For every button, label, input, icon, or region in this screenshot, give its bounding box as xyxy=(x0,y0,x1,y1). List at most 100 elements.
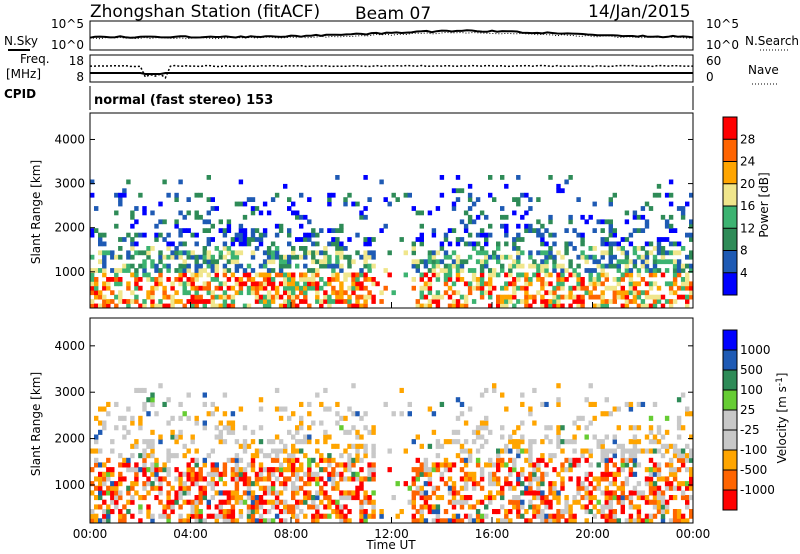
colorbar-swatch xyxy=(723,183,737,207)
range-time-cell xyxy=(608,246,613,251)
range-time-cell xyxy=(471,481,477,487)
range-time-cell xyxy=(250,509,256,515)
range-time-cell xyxy=(138,420,143,426)
range-time-cell xyxy=(162,290,167,296)
range-time-cell xyxy=(226,294,232,300)
range-time-cell xyxy=(363,254,368,260)
range-time-cell xyxy=(427,481,433,487)
range-time-cell xyxy=(548,490,553,496)
range-time-cell xyxy=(672,250,678,256)
range-time-cell xyxy=(431,272,437,278)
range-time-cell xyxy=(323,294,328,300)
range-time-cell xyxy=(246,462,252,468)
range-time-cell xyxy=(552,290,557,296)
range-time-cell xyxy=(102,250,107,256)
range-time-cell xyxy=(246,303,252,309)
range-time-cell xyxy=(94,290,99,296)
range-time-cell xyxy=(102,254,107,260)
range-time-cell xyxy=(343,201,348,207)
range-time-cell xyxy=(676,415,682,421)
range-time-cell xyxy=(520,263,525,269)
range-time-cell xyxy=(339,290,344,296)
range-time-cell xyxy=(278,268,284,273)
range-time-cell xyxy=(134,490,139,496)
range-time-cell xyxy=(186,448,191,454)
range-time-cell xyxy=(174,246,179,251)
range-time-cell xyxy=(548,499,553,505)
range-time-cell xyxy=(504,513,509,519)
range-time-cell xyxy=(415,467,420,473)
range-time-cell xyxy=(202,420,207,426)
range-time-cell xyxy=(295,471,300,477)
range-time-cell xyxy=(126,232,131,238)
range-time-cell xyxy=(222,518,228,524)
range-time-cell xyxy=(299,285,304,291)
range-time-cell xyxy=(407,192,412,198)
range-time-cell xyxy=(447,303,453,309)
range-time-cell xyxy=(379,509,384,515)
range-time-cell xyxy=(355,443,360,449)
range-time-cell xyxy=(548,504,553,510)
range-time-cell xyxy=(580,241,585,247)
range-time-cell xyxy=(315,513,320,519)
range-time-cell xyxy=(689,294,694,300)
range-time-cell xyxy=(371,462,376,468)
range-time-cell xyxy=(411,513,416,519)
range-time-cell xyxy=(331,268,336,273)
range-time-cell xyxy=(455,254,461,260)
range-time-cell xyxy=(142,303,147,309)
range-time-cell xyxy=(146,490,151,496)
range-time-cell xyxy=(624,476,630,482)
range-time-cell xyxy=(596,476,601,482)
range-time-cell xyxy=(274,406,280,412)
range-time-cell xyxy=(624,299,630,304)
range-time-cell xyxy=(182,303,187,309)
range-time-cell xyxy=(536,232,541,238)
range-time-cell xyxy=(202,401,207,407)
range-time-cell xyxy=(250,462,256,468)
range-time-cell xyxy=(592,268,597,273)
range-time-cell xyxy=(335,504,340,510)
range-time-cell xyxy=(640,490,646,496)
range-time-cell xyxy=(580,299,585,304)
range-time-cell xyxy=(648,481,654,487)
range-time-cell xyxy=(299,425,304,431)
range-time-cell xyxy=(403,448,408,454)
range-time-cell xyxy=(604,462,609,468)
range-time-cell xyxy=(415,476,420,482)
range-time-cell xyxy=(226,495,232,501)
range-time-cell xyxy=(423,263,429,269)
range-time-cell xyxy=(242,467,248,473)
range-time-cell xyxy=(399,237,404,242)
range-time-cell xyxy=(90,448,95,454)
range-time-cell xyxy=(584,495,589,501)
range-time-cell xyxy=(620,250,625,256)
range-time-cell xyxy=(299,299,304,304)
range-time-cell xyxy=(544,518,549,524)
range-time-cell xyxy=(576,415,581,421)
range-time-cell xyxy=(206,513,211,519)
range-time-cell xyxy=(648,439,654,445)
range-time-cell xyxy=(327,259,332,265)
range-time-cell xyxy=(126,268,131,273)
range-time-cell xyxy=(327,462,332,468)
range-time-cell xyxy=(415,490,420,496)
range-time-cell xyxy=(572,513,577,519)
range-time-cell xyxy=(685,411,690,417)
range-time-cell xyxy=(250,429,256,435)
range-time-cell xyxy=(475,518,481,524)
range-time-cell xyxy=(307,277,312,282)
range-time-cell xyxy=(311,513,316,519)
range-time-cell xyxy=(560,268,565,273)
range-time-cell xyxy=(680,453,686,459)
range-time-cell xyxy=(664,415,670,421)
range-time-cell xyxy=(230,509,236,515)
range-time-cell xyxy=(640,259,646,265)
range-time-cell xyxy=(94,462,99,468)
range-time-cell xyxy=(351,425,356,431)
range-time-cell xyxy=(676,425,682,431)
range-time-cell xyxy=(359,294,364,300)
range-time-cell xyxy=(560,509,565,515)
range-time-cell xyxy=(134,206,139,211)
range-time-cell xyxy=(222,303,228,309)
